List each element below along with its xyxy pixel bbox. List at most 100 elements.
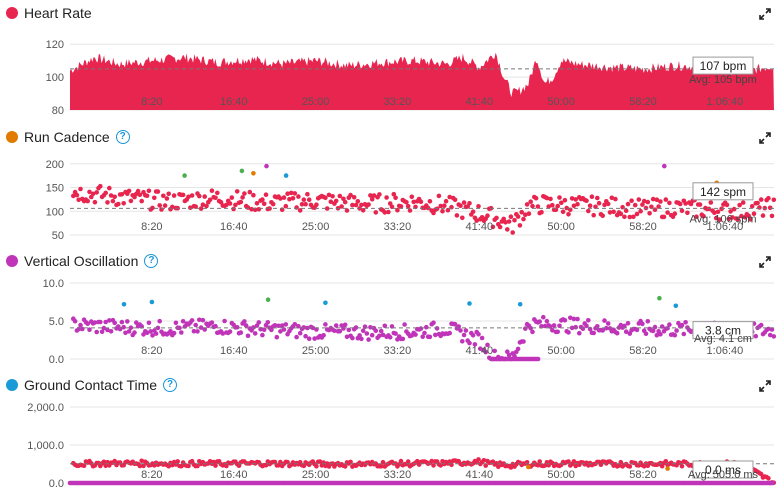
data-point	[141, 463, 146, 469]
x-tick-label: 8:20	[141, 469, 162, 481]
data-point	[240, 195, 245, 200]
expand-icon[interactable]	[759, 256, 771, 268]
data-point	[107, 185, 112, 191]
data-point	[98, 183, 103, 189]
data-point	[337, 328, 343, 334]
y-tick-label: 5.0	[49, 316, 64, 328]
legend-dot-icon	[6, 379, 18, 391]
data-point	[605, 201, 611, 207]
data-point	[366, 337, 371, 342]
y-tick-label: 200	[46, 159, 64, 171]
data-point	[369, 197, 375, 202]
data-point	[433, 332, 438, 338]
data-point	[595, 195, 600, 201]
data-point	[368, 193, 373, 198]
expand-icon[interactable]	[759, 380, 771, 392]
data-point	[310, 325, 316, 331]
current-value-box: 142 spm	[692, 182, 754, 201]
panel-title-text: Heart Rate	[24, 5, 92, 21]
data-point	[571, 459, 577, 464]
data-point	[297, 208, 303, 213]
data-point	[344, 208, 350, 213]
data-point	[405, 459, 411, 464]
data-point	[202, 194, 207, 199]
data-point	[398, 458, 404, 464]
data-point	[528, 326, 533, 331]
data-point	[303, 333, 308, 339]
data-point	[402, 322, 407, 327]
data-point	[186, 463, 191, 469]
x-tick-label: 16:40	[220, 469, 248, 481]
data-point	[537, 319, 542, 324]
data-point	[321, 333, 326, 338]
data-point	[209, 188, 215, 193]
data-point	[449, 462, 454, 468]
x-tick-label: 1:06:40	[707, 221, 744, 233]
data-point	[740, 200, 746, 205]
data-point	[600, 328, 605, 333]
data-point	[409, 194, 415, 200]
data-point	[276, 323, 281, 329]
data-point	[297, 330, 303, 336]
data-point	[182, 173, 187, 178]
data-point	[658, 332, 663, 337]
data-point	[119, 192, 125, 197]
x-tick-label: 50:00	[547, 96, 575, 108]
data-point	[535, 204, 541, 209]
data-point	[215, 190, 220, 196]
data-point	[515, 346, 521, 352]
help-icon[interactable]: ?	[115, 130, 130, 144]
data-point	[366, 202, 371, 207]
data-point	[193, 204, 198, 209]
data-point	[153, 331, 159, 336]
legend-dot-icon	[6, 7, 18, 19]
data-point	[427, 199, 433, 204]
data-point	[697, 202, 703, 207]
data-point	[157, 318, 162, 324]
data-point	[440, 208, 445, 214]
data-point	[281, 195, 287, 200]
data-point	[530, 203, 535, 209]
expand-icon[interactable]	[759, 132, 771, 144]
data-point	[404, 200, 409, 205]
data-point	[261, 327, 267, 332]
data-point	[213, 463, 218, 468]
data-point	[342, 322, 348, 328]
data-point	[724, 202, 730, 208]
data-point	[544, 318, 550, 324]
expand-icon[interactable]	[759, 8, 771, 20]
help-icon[interactable]: ?	[144, 254, 159, 268]
data-point	[76, 197, 81, 203]
data-point	[234, 325, 240, 330]
data-point	[573, 324, 578, 330]
data-point	[326, 192, 332, 198]
data-point	[80, 326, 85, 332]
data-point	[746, 213, 751, 219]
data-point	[625, 321, 631, 326]
data-point	[78, 322, 83, 328]
data-point	[589, 194, 595, 199]
data-point	[191, 328, 197, 334]
data-point	[510, 230, 515, 235]
data-point	[434, 326, 440, 331]
data-point	[730, 215, 735, 220]
data-point	[577, 330, 582, 336]
data-point	[123, 330, 128, 336]
data-point	[87, 189, 92, 195]
help-icon[interactable]: ?	[163, 378, 178, 392]
data-point	[667, 322, 672, 327]
data-point	[442, 203, 447, 208]
x-tick-label: 16:40	[220, 96, 248, 108]
data-point	[622, 323, 627, 329]
data-point	[647, 211, 652, 216]
data-point	[85, 321, 90, 326]
data-point	[339, 204, 344, 209]
data-point	[112, 194, 117, 200]
data-point	[731, 206, 737, 212]
data-point	[505, 349, 510, 354]
data-point	[623, 329, 629, 334]
data-point	[611, 209, 616, 215]
x-tick-label: 41:40	[466, 345, 494, 357]
data-point	[377, 192, 382, 197]
data-point	[323, 195, 328, 201]
